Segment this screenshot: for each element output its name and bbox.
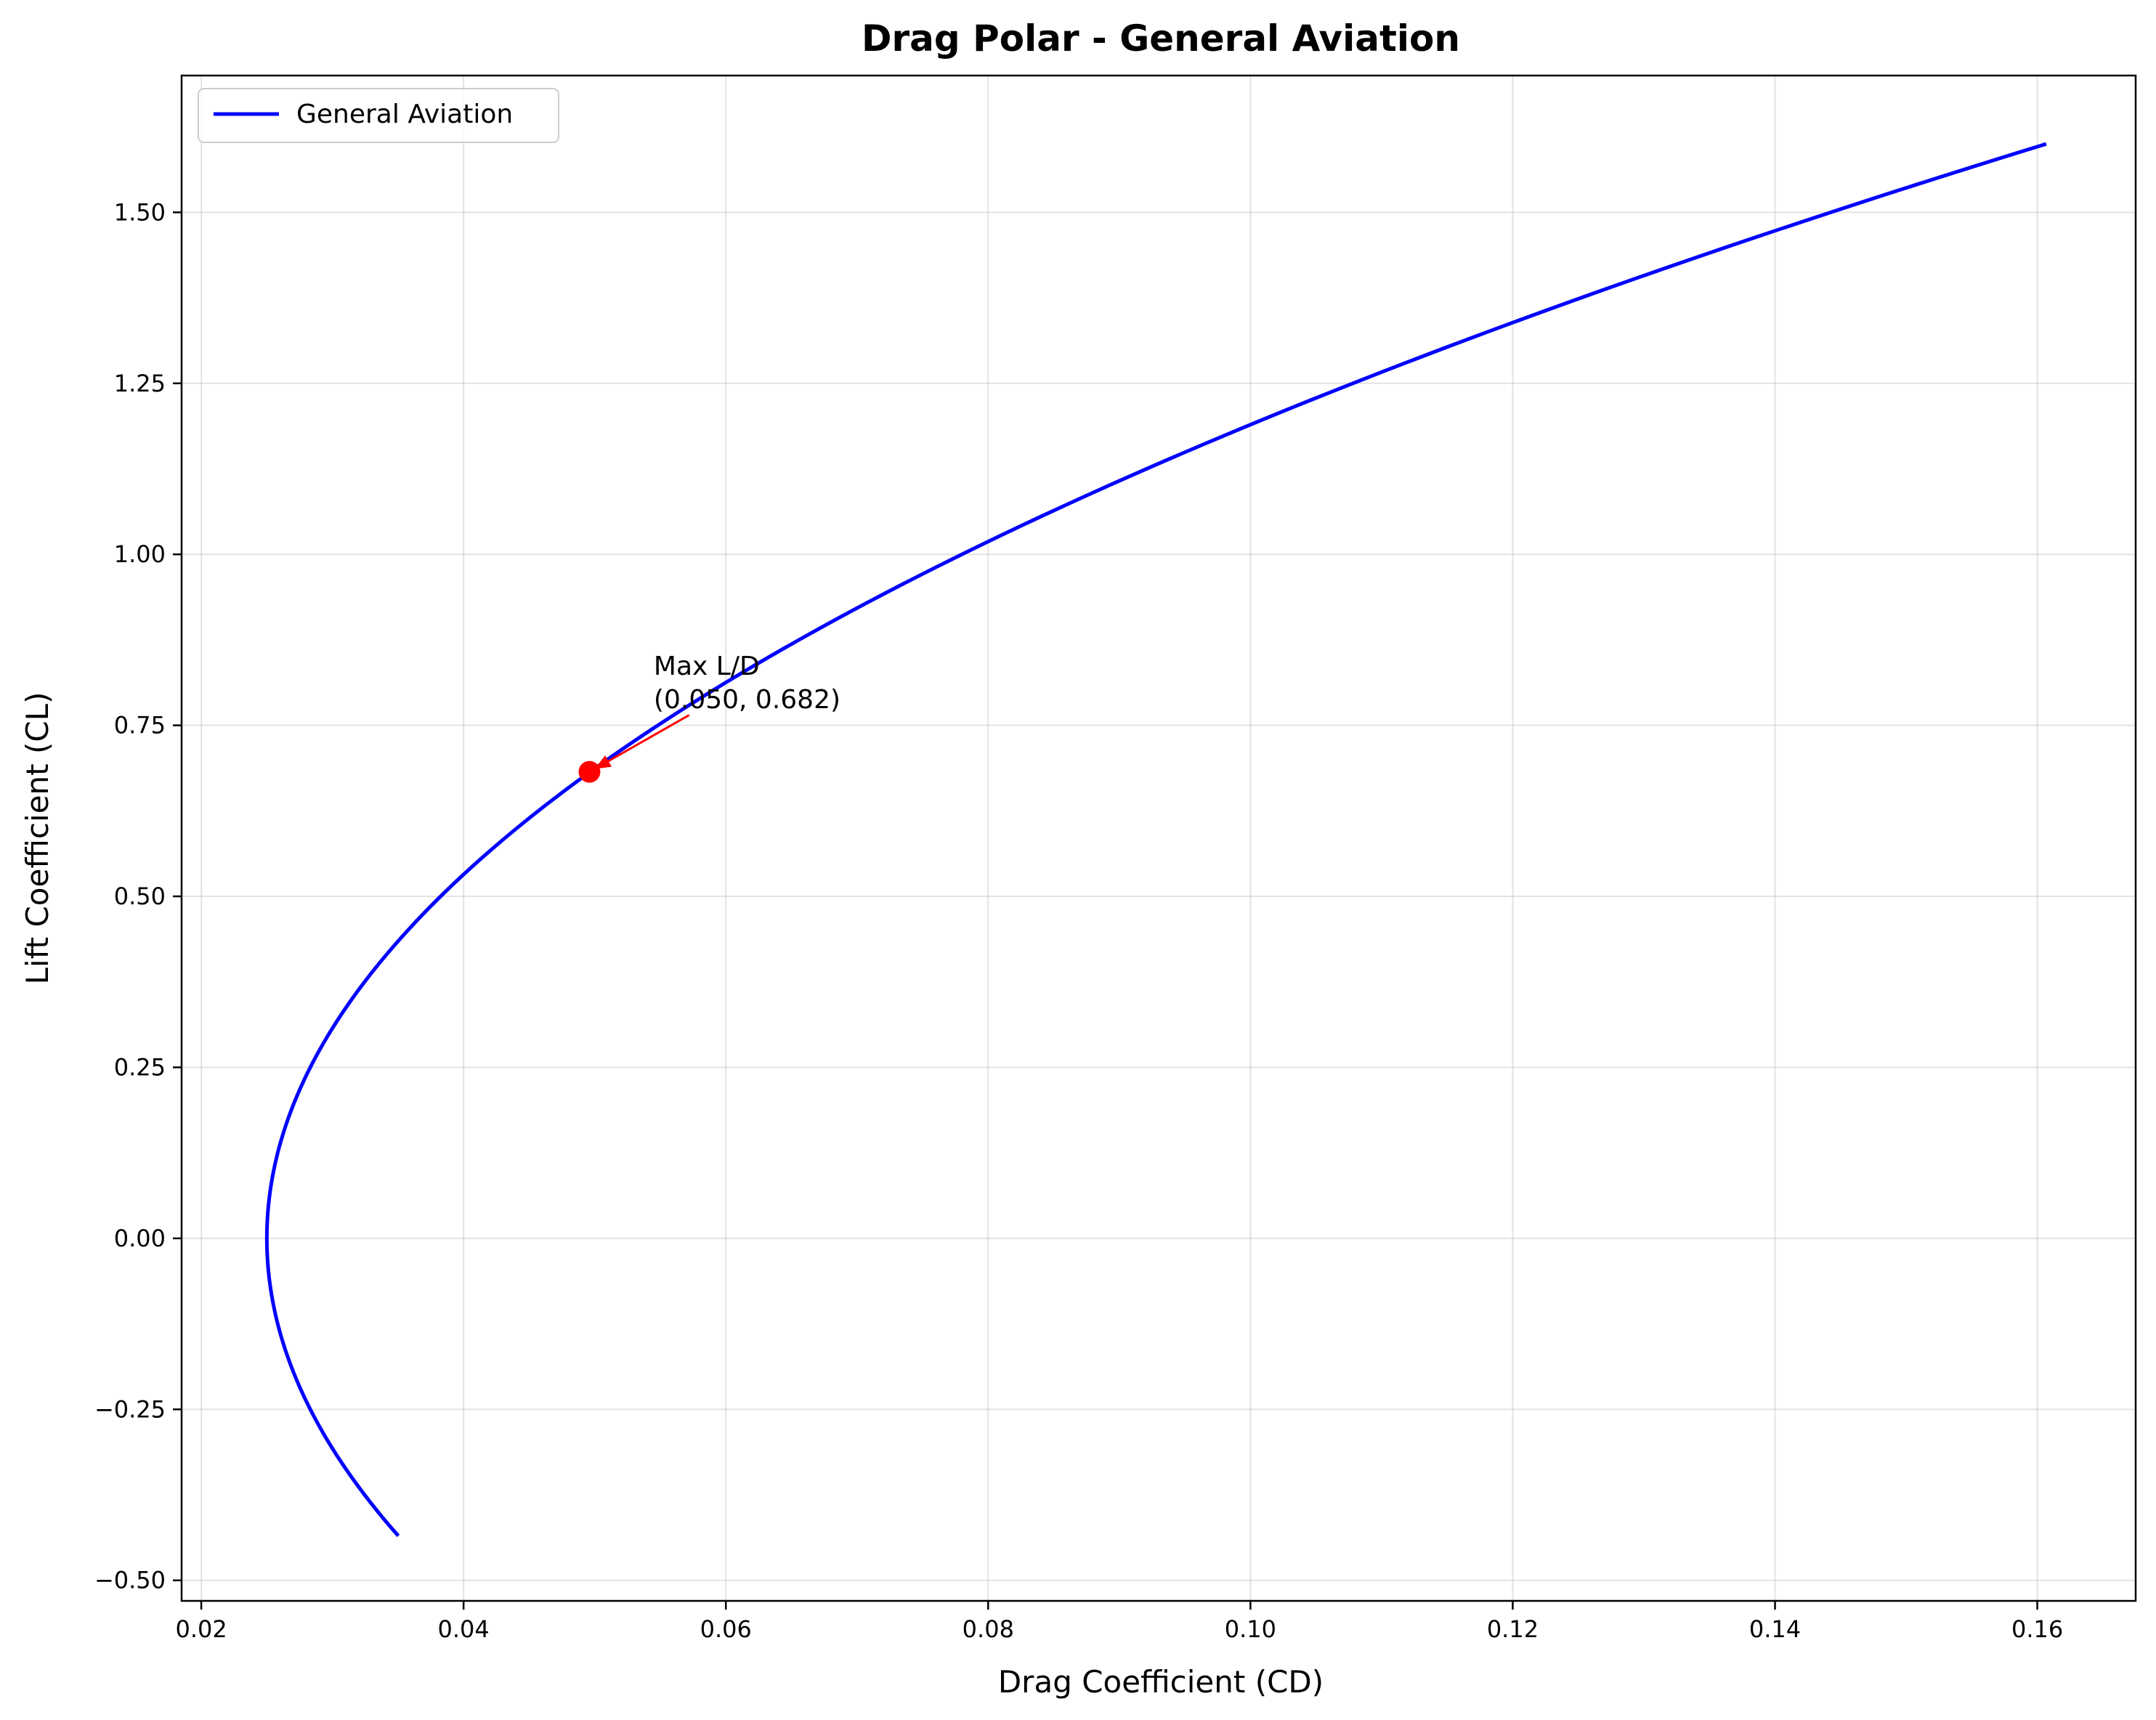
- x-tick-label: 0.12: [1487, 1615, 1539, 1643]
- x-axis-ticks: 0.02 0.04 0.06 0.08 0.10 0.12 0.14 0.16: [175, 1601, 2063, 1643]
- legend-box: [198, 88, 559, 143]
- y-tick-label: 0.25: [114, 1053, 166, 1081]
- x-axis-label: Drag Coefficient (CD): [998, 1664, 1324, 1700]
- y-tick-label: 0.75: [114, 712, 166, 739]
- y-tick-label: 1.50: [114, 198, 166, 226]
- series-line-general-aviation: [264, 142, 2047, 1538]
- legend-label-general-aviation: General Aviation: [296, 100, 513, 129]
- y-tick-label: −0.50: [94, 1567, 166, 1594]
- x-tick-label: 0.08: [962, 1615, 1014, 1643]
- annotation-arrow: [593, 714, 690, 770]
- x-tick-label: 0.04: [438, 1615, 490, 1643]
- plot-frame: [180, 74, 2137, 1602]
- chart-title: Drag Polar - General Aviation: [862, 17, 1460, 60]
- x-tick-label: 0.02: [175, 1615, 227, 1643]
- y-axis-ticks: −0.50 −0.25 0.00 0.25 0.50 0.75 1.00 1.25 1.50: [94, 198, 182, 1594]
- y-tick-label: −0.25: [94, 1395, 166, 1423]
- grid: [182, 76, 2136, 1601]
- y-tick-label: 0.00: [114, 1225, 166, 1252]
- series-general-aviation: [264, 142, 2047, 1538]
- annotation-label: Max L/D: [654, 652, 760, 681]
- x-tick-label: 0.10: [1225, 1615, 1276, 1643]
- x-tick-label: 0.16: [2011, 1615, 2063, 1643]
- y-tick-label: 1.00: [114, 540, 166, 568]
- max-ld-point: [578, 760, 601, 783]
- y-tick-label: 0.50: [114, 883, 166, 910]
- y-tick-label: 1.25: [114, 370, 166, 397]
- annotation-coords: (0.050, 0.682): [654, 685, 840, 715]
- x-tick-label: 0.14: [1749, 1615, 1801, 1643]
- x-tick-label: 0.06: [700, 1615, 752, 1643]
- max-ld-annotation: Max L/D (0.050, 0.682): [578, 652, 840, 783]
- y-axis-label: Lift Coefficient (CL): [20, 692, 55, 985]
- legend[interactable]: General Aviation: [198, 88, 559, 143]
- annotation-arrowhead: [594, 755, 612, 769]
